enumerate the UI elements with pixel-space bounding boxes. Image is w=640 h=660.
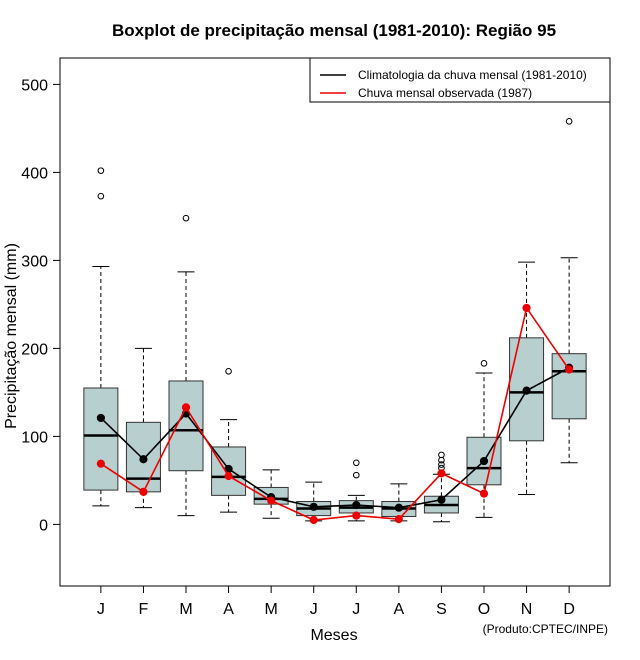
- outlier-point: [97, 167, 105, 174]
- series-point: [565, 365, 574, 374]
- series-point: [309, 502, 318, 511]
- x-tick-label: J: [352, 601, 360, 618]
- series-point: [352, 500, 361, 510]
- x-tick-label: D: [563, 601, 575, 618]
- series-point: [479, 456, 489, 466]
- y-axis: 0 100 200 300 400 500: [21, 77, 60, 534]
- x-tick-label: J: [310, 601, 318, 618]
- series-point: [139, 487, 148, 496]
- credit-text: (Produto:CPTEC/INPE): [483, 622, 608, 636]
- legend-label-climatology: Climatologia da chuva mensal (1981-2010): [358, 68, 587, 82]
- box-4: [211, 367, 247, 513]
- outlier-point: [565, 118, 573, 125]
- box-3: [168, 214, 204, 517]
- x-tick-label: A: [223, 601, 234, 618]
- plot-area-frame: [59, 57, 611, 587]
- series-point: [139, 455, 148, 464]
- legend-box: [309, 57, 611, 103]
- outlier-point: [352, 471, 360, 479]
- series-point: [437, 469, 446, 478]
- outlier-point: [438, 451, 445, 459]
- x-tick-label: M: [264, 601, 277, 618]
- legend-label-observed: Chuva mensal observada (1987): [358, 86, 532, 100]
- series-point: [394, 503, 403, 512]
- y-axis-label: Precipitação mensal (mm): [3, 243, 20, 429]
- outlier-point: [225, 367, 232, 375]
- series-observed: [96, 303, 574, 525]
- x-tick-label: F: [139, 601, 149, 618]
- series-point: [352, 511, 361, 520]
- y-tick-label: 300: [21, 253, 48, 270]
- outlier-point: [480, 360, 488, 367]
- box-1: [83, 167, 119, 507]
- outlier-point: [438, 461, 445, 468]
- x-tick-label: M: [179, 601, 192, 618]
- x-tick-label: O: [478, 601, 490, 618]
- x-axis-label: Meses: [310, 627, 357, 644]
- y-tick-label: 0: [39, 517, 48, 534]
- x-tick-label: N: [521, 601, 533, 618]
- series-point: [522, 386, 531, 395]
- series-lines: [96, 303, 574, 525]
- series-line: [100, 305, 570, 521]
- series-point: [394, 515, 403, 524]
- chart-title: Boxplot de precipitação mensal (1981-201…: [112, 21, 556, 40]
- box-iqr: [551, 353, 587, 420]
- series-point: [437, 495, 446, 504]
- outlier-point: [352, 459, 360, 467]
- series-point: [267, 496, 276, 505]
- y-tick-label: 500: [21, 77, 48, 94]
- legend: Climatologia da chuva mensal (1981-2010)…: [309, 57, 611, 103]
- outlier-point: [97, 192, 105, 200]
- y-tick-label: 100: [21, 429, 48, 446]
- box-iqr: [83, 387, 119, 491]
- series-point: [96, 413, 105, 423]
- series-point: [96, 459, 105, 468]
- box-11: [509, 261, 545, 495]
- series-point: [181, 403, 191, 412]
- series-point: [309, 515, 318, 525]
- series-point: [479, 489, 489, 498]
- x-tick-label: S: [436, 601, 447, 618]
- series-point: [522, 303, 531, 313]
- x-tick-label: A: [394, 601, 405, 618]
- series-point: [224, 471, 233, 481]
- box-12: [551, 118, 587, 464]
- outlier-point: [182, 214, 190, 222]
- y-tick-label: 400: [21, 165, 48, 182]
- x-tick-label: J: [97, 601, 105, 618]
- y-tick-label: 200: [21, 341, 48, 358]
